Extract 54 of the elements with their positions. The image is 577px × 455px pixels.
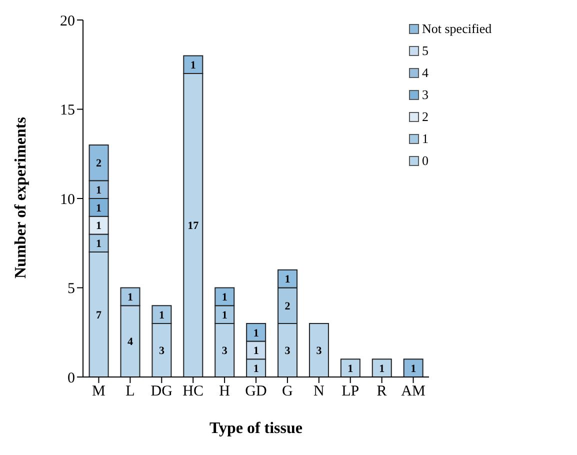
legend-label: 4 (422, 65, 428, 81)
x-tick-label: AM (401, 384, 426, 400)
data-label: 1 (253, 345, 259, 358)
bar (372, 358, 392, 377)
x-tick-label: L (126, 384, 135, 400)
y-tick-label: 10 (60, 192, 75, 208)
data-label: 1 (284, 274, 290, 286)
y-axis-title: Number of experiments (12, 117, 30, 278)
x-axis-title: Type of tissue (209, 420, 303, 437)
data-label: 2 (284, 300, 291, 313)
bar (340, 358, 360, 377)
data-label: 3 (284, 345, 291, 358)
x-tick-label: N (313, 384, 324, 400)
x-tick-label: HC (182, 384, 204, 400)
data-label: 1 (96, 184, 102, 196)
data-label: 3 (316, 345, 322, 358)
x-tick-label: R (376, 384, 387, 400)
data-label: 1 (253, 327, 259, 340)
data-label: 1 (127, 292, 133, 304)
legend-label: 3 (422, 87, 428, 103)
data-label: 2 (96, 158, 102, 170)
y-tick-label: 5 (68, 281, 75, 298)
data-label: 1 (96, 202, 102, 214)
data-label: 3 (222, 345, 228, 358)
x-tick-label: G (282, 384, 294, 400)
data-label: 1 (190, 60, 196, 72)
data-label: 3 (158, 345, 165, 358)
y-tick-label: 0 (68, 370, 75, 386)
bar (403, 358, 424, 377)
data-label: 1 (96, 238, 102, 250)
legend-label: Not specified (422, 21, 492, 37)
y-tick-label: 15 (60, 102, 75, 119)
legend-label: 5 (422, 43, 428, 59)
x-tick-label: LP (342, 384, 360, 400)
data-label: 7 (96, 309, 102, 322)
data-label: 1 (222, 309, 228, 322)
x-tick-label: GD (245, 384, 267, 400)
x-tick-label: DG (150, 384, 173, 400)
x-tick-label: H (219, 384, 230, 400)
data-label: 1 (222, 292, 228, 304)
data-label: 1 (96, 220, 102, 232)
data-label: 1 (348, 362, 354, 375)
bar (308, 322, 329, 377)
legend-label: 0 (422, 153, 428, 169)
data-label: 1 (253, 362, 259, 375)
y-tick-label: 20 (60, 13, 75, 30)
x-tick-label: M (92, 384, 106, 400)
data-label: 4 (127, 336, 134, 348)
legend-label: 1 (422, 131, 428, 147)
data-label: 17 (188, 220, 200, 232)
data-label: 1 (158, 309, 164, 322)
data-label: 1 (410, 362, 416, 375)
data-label: 1 (379, 362, 385, 375)
legend-label: 2 (422, 109, 428, 125)
